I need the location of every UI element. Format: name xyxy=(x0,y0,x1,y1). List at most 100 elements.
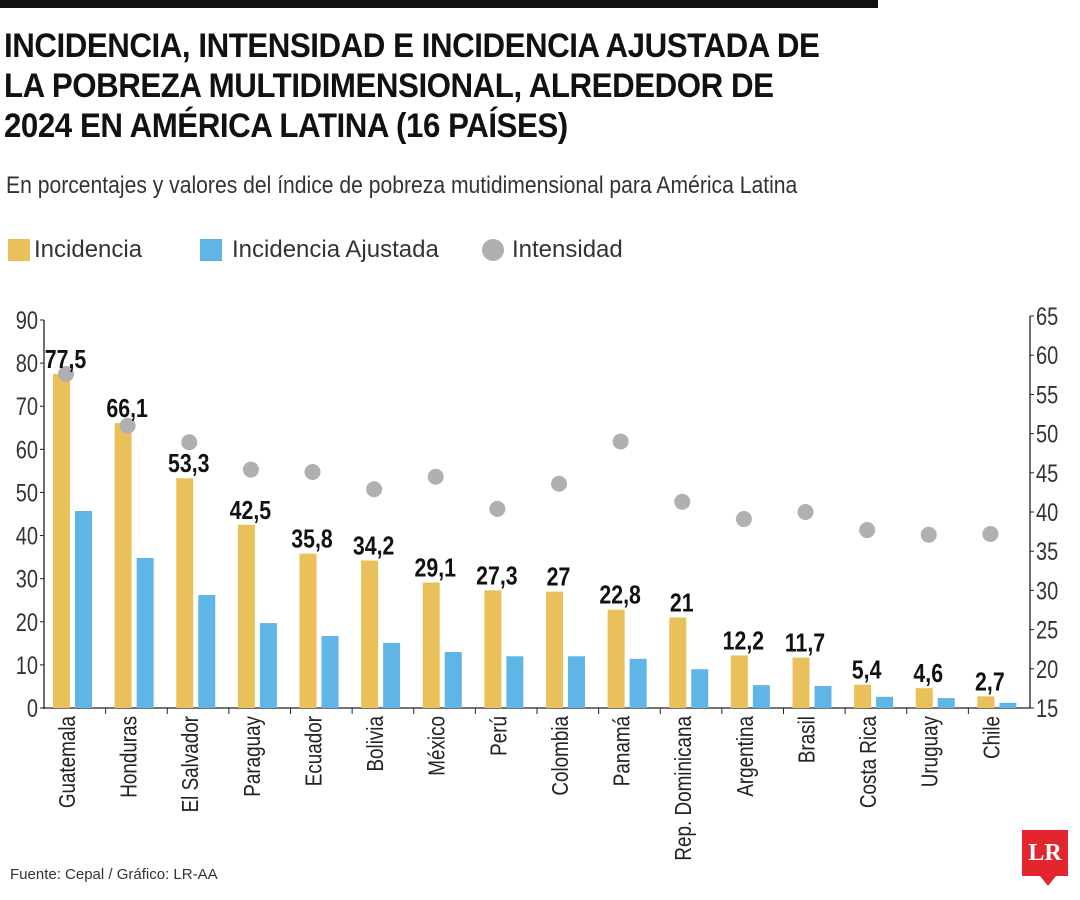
bar-incidencia-ajustada xyxy=(691,669,709,708)
point-intensidad xyxy=(181,434,198,451)
bar-incidencia-ajustada xyxy=(814,686,832,708)
category-label: México xyxy=(425,716,450,776)
bar-incidencia xyxy=(237,524,255,708)
category-label: Chile xyxy=(980,716,1005,759)
left-tick-label: 40 xyxy=(16,522,38,550)
right-tick-label: 45 xyxy=(1036,460,1058,488)
legend-swatch-icon xyxy=(200,239,222,261)
bar-incidencia xyxy=(484,590,502,708)
bar-incidencia xyxy=(915,688,933,708)
left-tick-label: 90 xyxy=(16,307,38,335)
legend-label: Incidencia Ajustada xyxy=(232,236,439,263)
right-tick-label: 30 xyxy=(1036,577,1058,605)
point-intensidad xyxy=(859,522,876,539)
right-tick-label: 60 xyxy=(1036,342,1058,370)
category-label: Honduras xyxy=(117,716,142,798)
category-label: Bolivia xyxy=(363,716,388,772)
point-intensidad xyxy=(982,525,999,542)
category-label: Uruguay xyxy=(918,716,943,788)
point-intensidad xyxy=(304,464,321,481)
data-label: 77,5 xyxy=(45,345,86,375)
data-label: 35,8 xyxy=(291,525,332,555)
bar-incidencia-ajustada xyxy=(321,636,339,708)
right-tick-label: 15 xyxy=(1036,695,1058,723)
bar-incidencia-ajustada xyxy=(752,685,770,708)
legend-item-ajustada: Incidencia Ajustada xyxy=(200,236,439,264)
bar-incidencia xyxy=(977,696,995,708)
top-rule xyxy=(0,0,878,8)
right-tick-label: 40 xyxy=(1036,499,1058,527)
point-intensidad xyxy=(242,461,259,478)
bar-incidencia-ajustada xyxy=(999,702,1017,708)
source-note: Fuente: Cepal / Gráfico: LR-AA xyxy=(10,866,218,883)
left-tick-label: 70 xyxy=(16,393,38,421)
category-label: Ecuador xyxy=(302,716,327,786)
data-label: 22,8 xyxy=(599,581,640,611)
bar-incidencia-ajustada xyxy=(876,696,894,708)
legend-dot-icon xyxy=(482,239,504,261)
bar-incidencia xyxy=(607,609,625,708)
data-label: 4,6 xyxy=(913,659,943,689)
left-tick-label: 0 xyxy=(27,695,38,723)
point-intensidad xyxy=(797,504,814,520)
bar-incidencia-ajustada xyxy=(383,642,401,708)
bar-incidencia-ajustada xyxy=(629,658,647,708)
bar-incidencia xyxy=(299,553,317,708)
category-label: El Salvador xyxy=(178,716,203,812)
bar-incidencia xyxy=(669,617,687,708)
bar-incidencia-ajustada xyxy=(198,595,216,708)
right-tick-label: 35 xyxy=(1036,538,1058,566)
point-intensidad xyxy=(489,500,506,517)
point-intensidad xyxy=(735,511,752,528)
data-label: 11,7 xyxy=(785,629,825,659)
point-intensidad xyxy=(119,417,136,434)
data-label: 27 xyxy=(547,563,571,593)
left-tick-label: 20 xyxy=(16,609,38,637)
category-label: Rep. Dominicana xyxy=(671,716,696,861)
data-label: 5,4 xyxy=(852,656,882,686)
data-label: 53,3 xyxy=(168,449,209,479)
right-tick-label: 50 xyxy=(1036,421,1058,449)
bar-incidencia-ajustada xyxy=(444,651,462,708)
right-tick-label: 55 xyxy=(1036,381,1058,409)
data-label: 27,3 xyxy=(476,561,517,591)
legend-swatch-icon xyxy=(8,239,30,261)
bar-incidencia xyxy=(546,591,563,708)
left-tick-label: 80 xyxy=(16,350,38,378)
right-tick-label: 65 xyxy=(1036,303,1058,331)
chart-title: INCIDENCIA, INTENSIDAD E INCIDENCIA AJUS… xyxy=(4,27,820,145)
bar-incidencia xyxy=(730,655,748,708)
left-tick-label: 30 xyxy=(16,566,38,594)
category-label: Costa Rica xyxy=(856,716,881,808)
category-label: Panamá xyxy=(610,716,635,786)
point-intensidad xyxy=(551,475,567,492)
category-label: Perú xyxy=(487,716,512,756)
bar-incidencia xyxy=(792,657,810,708)
data-label: 34,2 xyxy=(353,532,394,562)
category-label: Argentina xyxy=(733,716,758,797)
bar-incidencia-ajustada xyxy=(75,510,92,708)
point-intensidad xyxy=(366,481,383,498)
bar-incidencia xyxy=(422,582,440,708)
point-intensidad xyxy=(58,366,74,383)
bar-incidencia xyxy=(361,560,379,708)
category-label: Guatemala xyxy=(55,716,80,808)
data-label: 12,2 xyxy=(723,626,764,656)
left-tick-label: 50 xyxy=(16,479,38,507)
legend-item-intensidad: Intensidad xyxy=(482,236,623,264)
point-intensidad xyxy=(920,526,937,543)
bar-incidencia-ajustada xyxy=(259,623,277,708)
legend-label: Incidencia xyxy=(34,236,143,263)
chart-subtitle: En porcentajes y valores del índice de p… xyxy=(6,172,798,199)
left-tick-label: 60 xyxy=(16,436,38,464)
data-label: 66,1 xyxy=(106,394,147,424)
data-label: 29,1 xyxy=(415,554,456,584)
bar-incidencia xyxy=(53,373,70,708)
data-label: 2,7 xyxy=(975,667,1005,697)
category-label: Brasil xyxy=(795,716,820,763)
data-label: 42,5 xyxy=(230,496,271,526)
bar-incidencia xyxy=(854,684,872,708)
data-label: 21 xyxy=(670,589,694,619)
category-label: Paraguay xyxy=(240,716,265,797)
